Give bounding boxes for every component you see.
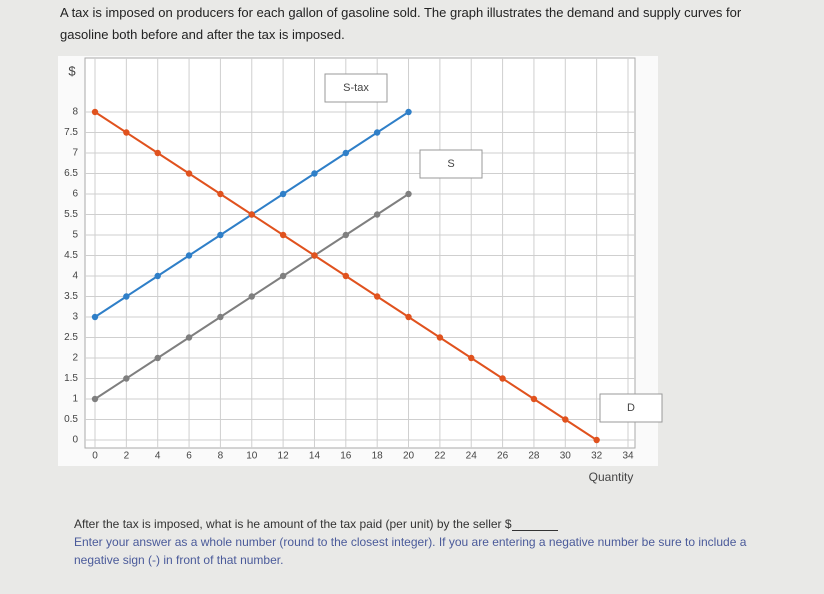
y-tick-label: 2 bbox=[72, 353, 78, 364]
x-tick-label: 28 bbox=[528, 451, 540, 462]
y-tick-label: 0 bbox=[72, 435, 78, 446]
x-tick-label: 10 bbox=[246, 451, 258, 462]
y-tick-label: 6 bbox=[72, 189, 78, 200]
point bbox=[593, 436, 600, 444]
y-tick-label: 4 bbox=[72, 271, 78, 282]
point bbox=[185, 252, 193, 259]
point bbox=[405, 313, 412, 321]
y-tick-label: 0.5 bbox=[64, 414, 78, 425]
label-box bbox=[419, 149, 483, 179]
answer-area: After the tax is imposed, what is he amo… bbox=[74, 515, 754, 569]
point bbox=[185, 170, 193, 177]
point bbox=[311, 170, 318, 177]
y-tick-label: 4.5 bbox=[64, 250, 78, 261]
y-tick-label: 1 bbox=[72, 394, 78, 405]
point bbox=[405, 190, 412, 198]
series-label: S bbox=[447, 158, 454, 170]
point bbox=[91, 395, 99, 403]
point bbox=[342, 231, 350, 239]
point bbox=[217, 231, 224, 239]
y-tick-label: 3 bbox=[72, 312, 78, 323]
plot-frame bbox=[84, 57, 636, 449]
point bbox=[279, 190, 287, 198]
x-tick-label: 2 bbox=[124, 451, 130, 462]
point bbox=[123, 293, 130, 300]
y-axis-label: $ bbox=[68, 63, 76, 78]
point bbox=[279, 272, 287, 280]
series-label: D bbox=[627, 402, 635, 414]
series-label: S-tax bbox=[343, 82, 369, 94]
point bbox=[154, 354, 161, 362]
x-tick-label: 32 bbox=[591, 451, 603, 462]
x-tick-label: 8 bbox=[218, 451, 224, 462]
point bbox=[373, 211, 381, 218]
point bbox=[373, 293, 381, 300]
x-tick-label: 18 bbox=[372, 451, 384, 462]
point bbox=[311, 252, 318, 259]
y-tick-label: 8 bbox=[72, 107, 78, 118]
question: A tax is imposed on producers for each g… bbox=[60, 5, 742, 42]
point bbox=[217, 190, 224, 198]
point bbox=[123, 375, 130, 382]
x-tick-label: 12 bbox=[278, 451, 290, 462]
y-tick-label: 5.5 bbox=[64, 209, 78, 220]
x-axis-label: Quantity bbox=[589, 470, 634, 484]
point bbox=[123, 129, 130, 136]
y-tick-label: 2.5 bbox=[64, 332, 78, 343]
prompt: After the tax is imposed, what is he amo… bbox=[74, 517, 512, 531]
x-tick-label: 22 bbox=[434, 451, 446, 462]
point bbox=[405, 108, 412, 116]
point bbox=[499, 375, 506, 382]
point bbox=[154, 272, 161, 280]
point bbox=[562, 416, 569, 423]
point bbox=[342, 149, 350, 157]
y-tick-label: 7.5 bbox=[64, 127, 78, 138]
point bbox=[91, 108, 99, 116]
x-tick-label: 4 bbox=[155, 451, 161, 462]
x-tick-label: 26 bbox=[497, 451, 509, 462]
x-tick-label: 0 bbox=[92, 451, 98, 462]
point bbox=[373, 129, 381, 136]
label-box bbox=[599, 393, 663, 423]
point bbox=[468, 354, 475, 362]
point bbox=[91, 313, 99, 321]
x-tick-label: 16 bbox=[340, 451, 352, 462]
y-tick-label: 5 bbox=[72, 230, 78, 241]
answer-input[interactable] bbox=[511, 517, 558, 531]
x-tick-label: 24 bbox=[466, 451, 478, 462]
point bbox=[279, 231, 287, 239]
y-tick-label: 1.5 bbox=[64, 373, 78, 384]
point bbox=[530, 395, 538, 403]
point bbox=[217, 313, 224, 321]
point bbox=[342, 272, 350, 280]
x-tick-label: 14 bbox=[309, 451, 321, 462]
point bbox=[436, 334, 444, 341]
point bbox=[248, 293, 255, 300]
point bbox=[185, 334, 193, 341]
label-box bbox=[324, 73, 388, 103]
x-tick-label: 20 bbox=[403, 451, 415, 462]
x-tick-label: 6 bbox=[186, 451, 192, 462]
x-tick-label: 30 bbox=[560, 451, 572, 462]
y-tick-label: 6.5 bbox=[64, 168, 78, 179]
y-tick-label: 3.5 bbox=[64, 291, 78, 302]
y-tick-label: 7 bbox=[72, 148, 78, 159]
instructions: Enter your answer as a whole number (rou… bbox=[74, 535, 747, 567]
point bbox=[154, 149, 161, 157]
point bbox=[248, 211, 255, 218]
x-tick-label: 34 bbox=[622, 451, 634, 462]
